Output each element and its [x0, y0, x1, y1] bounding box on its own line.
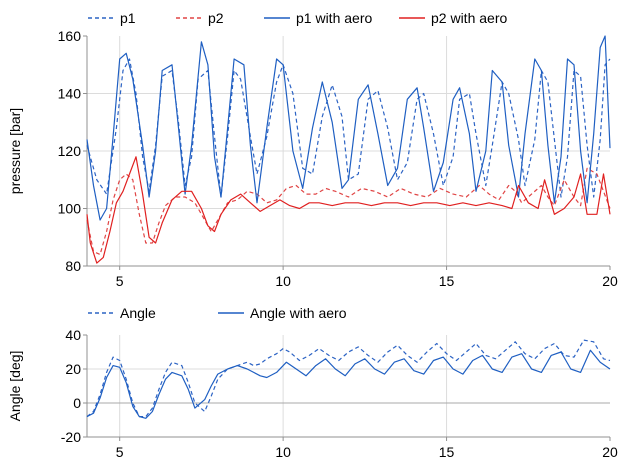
series-line-angle: [86, 339, 611, 418]
x-tick-label: 10: [275, 273, 291, 289]
x-tick-label: 5: [116, 273, 124, 289]
x-tick-label: 10: [275, 444, 291, 460]
y-tick-label: 140: [58, 86, 82, 102]
y-tick-label: 40: [65, 327, 81, 343]
x-tick-label: 5: [116, 444, 124, 460]
x-tick-label: 15: [439, 444, 455, 460]
legend-label: p1 with aero: [296, 10, 372, 26]
y-axis-title: Angle [deg]: [7, 351, 23, 422]
legend-label: p1: [120, 10, 136, 26]
y-tick-label: 80: [65, 258, 81, 274]
y-tick-label: 0: [73, 395, 81, 411]
series-line-p2-with-aero: [86, 156, 611, 264]
legend-label: Angle: [120, 305, 156, 321]
legend-label: Angle with aero: [250, 305, 347, 321]
series-line-p1-with-aero: [86, 35, 611, 221]
x-tick-label: 20: [602, 273, 618, 289]
legend-label: p2 with aero: [431, 10, 507, 26]
x-tick-label: 20: [602, 444, 618, 460]
y-tick-label: 120: [58, 143, 82, 159]
y-tick-label: -20: [61, 429, 81, 445]
y-tick-label: 100: [58, 201, 82, 217]
y-axis-title: pressure [bar]: [7, 108, 23, 194]
series-line-p2: [86, 167, 611, 256]
y-tick-label: 160: [58, 28, 82, 44]
x-tick-label: 15: [439, 273, 455, 289]
series-line-angle-with-aero: [86, 349, 611, 419]
y-tick-label: 20: [65, 361, 81, 377]
legend-label: p2: [208, 10, 224, 26]
